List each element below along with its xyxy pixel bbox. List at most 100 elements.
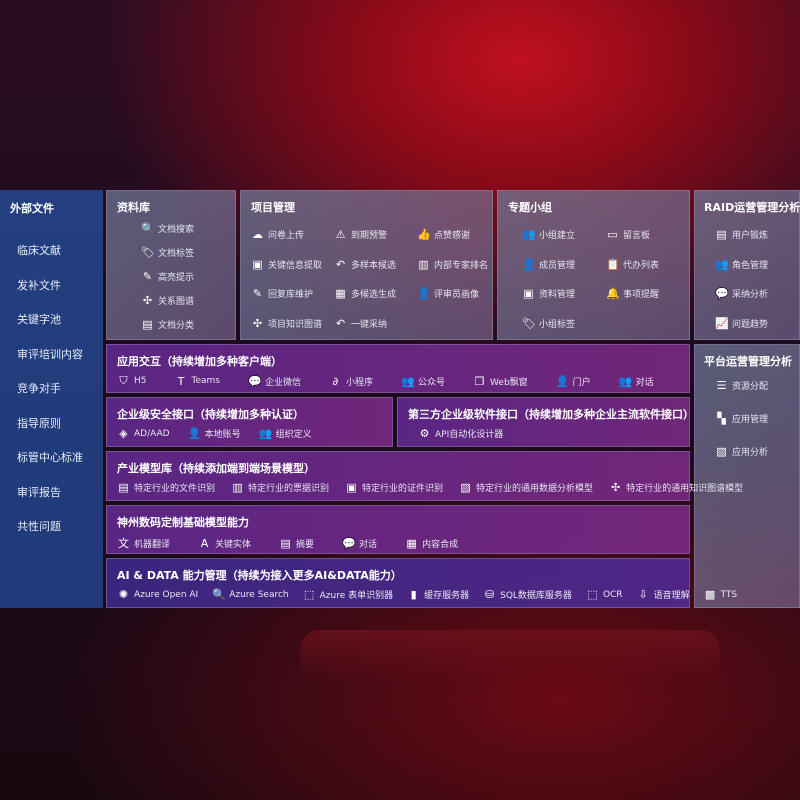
- sidebar-item[interactable]: 关键字池: [17, 313, 61, 326]
- knowledge-graph-icon: ✣: [252, 316, 263, 330]
- panel-foundation-models: 神州数码定制基础模型能力文机器翻译 A 关键实体 ▤ 摘要 💬 对话 ▦ 内容合成: [106, 505, 690, 554]
- sidebar-item[interactable]: 发补文件: [17, 278, 61, 292]
- item-用户锻炼[interactable]: ▤ 用户锻炼: [715, 228, 768, 241]
- item-特定行业的通用数据分析模型[interactable]: ▧ 特定行业的通用数据分析模型: [459, 481, 593, 494]
- item-企业微信[interactable]: 💬 企业微信: [248, 374, 301, 388]
- item-点赞感谢[interactable]: 👍 点赞感谢: [417, 228, 470, 241]
- item-label: Azure Open AI: [134, 589, 199, 600]
- item-资料管理[interactable]: ▣ 资料管理: [522, 287, 575, 300]
- item-公众号[interactable]: 👥 公众号: [401, 374, 445, 388]
- item-label: 公众号: [418, 377, 446, 388]
- item-问卷上传[interactable]: ☁ 问卷上传: [251, 228, 304, 241]
- item-内容合成[interactable]: ▦ 内容合成: [405, 535, 458, 551]
- item-OCR[interactable]: ⬚ OCR: [586, 588, 622, 601]
- item-应用分析[interactable]: ▧ 应用分析: [715, 445, 768, 458]
- item-内部专家排名[interactable]: ▥ 内部专家排名: [417, 258, 488, 271]
- sidebar-item[interactable]: 临床文献: [17, 244, 61, 257]
- item-API自动化设计器[interactable]: ⚙ API自动化设计器: [418, 427, 504, 440]
- item-多样本候选[interactable]: ↶ 多样本候选: [334, 258, 396, 271]
- item-label: 资料管理: [539, 290, 576, 300]
- panel-title: 神州数码定制基础模型能力: [117, 516, 249, 529]
- chat-icon: 💬: [342, 536, 356, 550]
- item-Azure-Open-AI[interactable]: ✺ Azure Open AI: [117, 588, 198, 601]
- sidebar-item[interactable]: 共性问题: [17, 520, 61, 533]
- item-文档搜索[interactable]: 🔍 文档搜索: [141, 222, 194, 235]
- item-一键采纳[interactable]: ↶ 一键采纳: [334, 317, 387, 330]
- thumbs-up-icon: 👍: [417, 228, 431, 241]
- item-评审员画像[interactable]: 👤 评审员画像: [417, 287, 479, 300]
- item-文档标签[interactable]: 🏷 文档标签: [141, 246, 194, 259]
- item-摘要[interactable]: ▤ 摘要: [279, 535, 314, 551]
- item-label: Azure 表单识别器: [319, 591, 394, 601]
- item-本地账号[interactable]: 👤 本地账号: [188, 427, 241, 440]
- item-label: 特定行业的文件识别: [134, 484, 216, 494]
- item-到期预警[interactable]: ⚠ 到期预警: [334, 228, 387, 241]
- item-资源分配[interactable]: ☰ 资源分配: [715, 379, 768, 392]
- panel-platform-analysis: 平台运营管理分析 ☰ 资源分配 ▚ 应用管理 ▧ 应用分析: [694, 344, 800, 608]
- speech-icon: ⇩: [638, 588, 648, 601]
- item-特定行业的通用知识图谱模型[interactable]: ✣ 特定行业的通用知识图谱模型: [609, 481, 743, 494]
- qa-icon: 💬: [715, 287, 729, 300]
- item-回复库维护[interactable]: ✎ 回复库维护: [251, 287, 313, 300]
- item-label: 对话: [359, 539, 378, 550]
- item-多候选生成[interactable]: ▦ 多候选生成: [334, 287, 396, 300]
- item-TTS[interactable]: ▩ TTS: [704, 588, 737, 601]
- item-关系图谱[interactable]: ✣ 关系图谱: [141, 294, 194, 307]
- panel-title: 专题小组: [508, 201, 552, 214]
- item-文档分类[interactable]: ▤ 文档分类: [141, 318, 194, 331]
- item-AD/AAD[interactable]: ◈ AD/AAD: [117, 427, 169, 440]
- item-Web飘窗[interactable]: ❐ Web飘窗: [473, 374, 528, 388]
- sidebar-item[interactable]: 审评报告: [17, 485, 61, 499]
- item-H5[interactable]: ⛉ H5: [117, 374, 146, 388]
- item-SQL数据库服务器[interactable]: ⛁ SQL数据库服务器: [483, 588, 572, 601]
- html5-icon: ⛉: [119, 374, 128, 387]
- item-Teams[interactable]: T Teams: [175, 374, 220, 388]
- item-label: Azure Search: [229, 589, 289, 600]
- item-采纳分析[interactable]: 💬 采纳分析: [715, 287, 768, 300]
- item-角色管理[interactable]: 👥 角色管理: [715, 258, 768, 271]
- item-label: 应用管理: [732, 415, 769, 425]
- item-组织定义[interactable]: 👥 组织定义: [259, 427, 312, 440]
- sidebar-item[interactable]: 标管中心标准: [17, 451, 83, 464]
- item-语音理解[interactable]: ⇩ 语音理解: [637, 588, 689, 601]
- item-门户[interactable]: 👤 门户: [556, 374, 591, 388]
- doc-classify-icon: ▤: [142, 318, 153, 331]
- item-对话[interactable]: 👥 对话: [619, 374, 654, 388]
- item-label: 特定行业的票据识别: [248, 484, 330, 494]
- item-问题趋势[interactable]: 📈 问题趋势: [715, 317, 768, 330]
- item-Azure-表单识别器[interactable]: ⬚ Azure 表单识别器: [303, 588, 394, 601]
- item-小程序[interactable]: ∂ 小程序: [329, 374, 373, 388]
- item-特定行业的票据识别[interactable]: ▥ 特定行业的票据识别: [231, 481, 329, 494]
- item-成员管理[interactable]: 👤 成员管理: [522, 258, 575, 271]
- item-关键信息提取[interactable]: ▣ 关键信息提取: [251, 258, 322, 271]
- item-小组标签[interactable]: 🏷 小组标签: [522, 317, 575, 330]
- sidebar-item[interactable]: 审评培训内容: [17, 347, 83, 361]
- item-高亮提示[interactable]: ✎ 高亮提示: [141, 270, 194, 283]
- item-项目知识图谱[interactable]: ✣ 项目知识图谱: [251, 317, 322, 330]
- item-row: 文机器翻译 A 关键实体 ▤ 摘要 💬 对话 ▦ 内容合成: [117, 535, 486, 551]
- apps-icon: ▚: [717, 412, 726, 425]
- folder-icon: ▣: [523, 287, 534, 300]
- translate-icon: 文: [118, 537, 129, 550]
- item-Azure-Search[interactable]: 🔍 Azure Search: [212, 588, 288, 601]
- item-label: 组织定义: [275, 430, 312, 440]
- item-事项提醒[interactable]: 🔔 事项提醒: [606, 287, 659, 300]
- item-特定行业的文件识别[interactable]: ▤ 特定行业的文件识别: [117, 481, 215, 494]
- item-关键实体[interactable]: A 关键实体: [198, 535, 251, 551]
- item-对话[interactable]: 💬 对话: [342, 535, 377, 551]
- compose-icon: ▦: [406, 536, 417, 550]
- item-代办列表[interactable]: 📋 代办列表: [606, 258, 659, 271]
- member-icon: 👤: [522, 257, 536, 271]
- item-label: 小组建立: [539, 231, 576, 241]
- item-留言板[interactable]: ▭ 留言板: [606, 228, 650, 241]
- sidebar-item[interactable]: 竞争对手: [17, 382, 61, 395]
- item-机器翻译[interactable]: 文机器翻译: [117, 535, 170, 551]
- sidebar-item[interactable]: 指导原则: [17, 416, 61, 430]
- item-label: 项目知识图谱: [268, 319, 323, 330]
- item-小组建立[interactable]: 👥 小组建立: [522, 228, 575, 241]
- item-应用管理[interactable]: ▚ 应用管理: [715, 412, 768, 425]
- item-label: 企业微信: [264, 377, 301, 388]
- item-label: 内容合成: [422, 539, 459, 550]
- item-缓存服务器[interactable]: ▮ 缓存服务器: [407, 588, 470, 601]
- item-特定行业的证件识别[interactable]: ▣ 特定行业的证件识别: [345, 481, 443, 494]
